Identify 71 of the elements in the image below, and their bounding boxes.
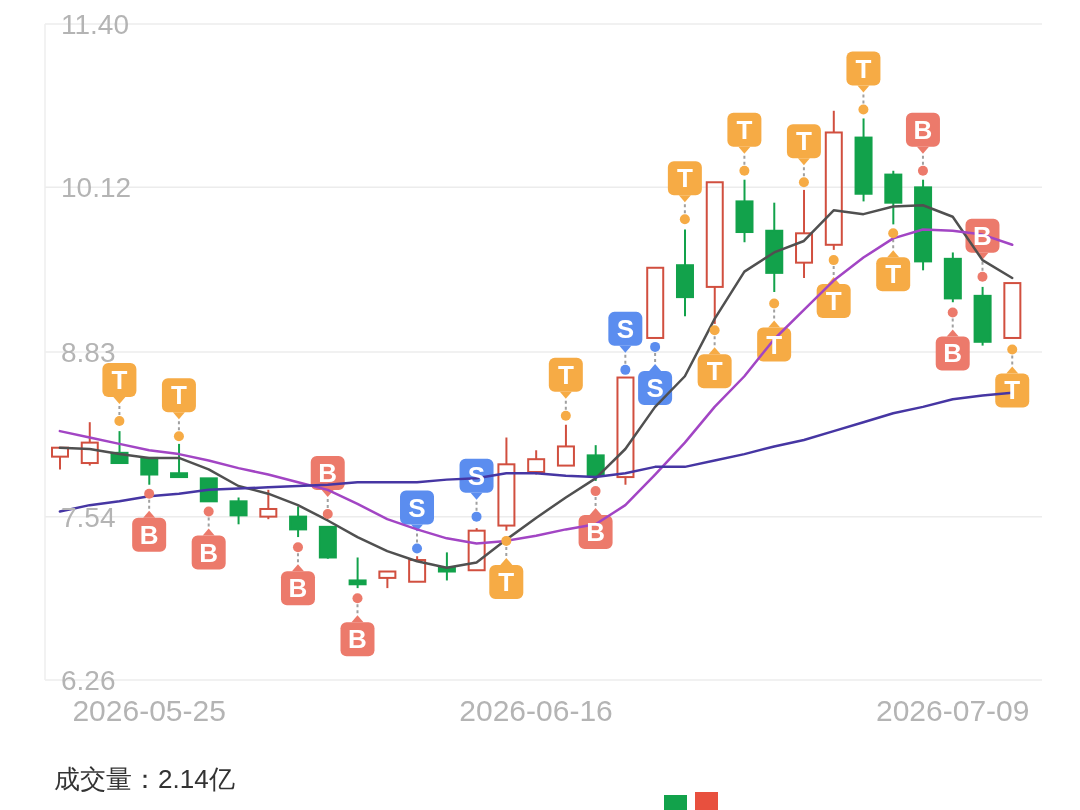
- data-label: T: [498, 566, 515, 597]
- data-label: T: [1004, 375, 1021, 406]
- point: [501, 535, 512, 546]
- x-tick-label: 2026-07-09: [875, 694, 1030, 728]
- data-label: S: [408, 492, 426, 523]
- point: [203, 506, 214, 517]
- data-label: T: [795, 126, 812, 157]
- point: [173, 431, 184, 442]
- point: [144, 488, 155, 499]
- x-tick-label: 2026-06-16: [459, 694, 613, 728]
- point: [1007, 344, 1018, 355]
- point: [709, 325, 720, 336]
- point: [917, 165, 928, 176]
- point: [471, 511, 482, 522]
- candlestick: [765, 201, 784, 294]
- point: [292, 542, 303, 553]
- point: [858, 104, 869, 115]
- data-label: B: [586, 517, 605, 548]
- point: [114, 415, 125, 426]
- data-label: B: [943, 338, 963, 369]
- point: [560, 410, 571, 421]
- data-label: B: [139, 519, 159, 550]
- point: [888, 228, 899, 239]
- data-label: S: [467, 460, 486, 491]
- point: [412, 543, 423, 554]
- candlestick: [705, 181, 724, 325]
- data-label: T: [825, 286, 842, 317]
- point: [739, 165, 750, 176]
- data-label: T: [885, 259, 902, 290]
- point: [828, 255, 839, 266]
- data-label: T: [557, 359, 574, 390]
- y-tick-label: 7.54: [61, 501, 116, 533]
- data-label: B: [318, 458, 338, 489]
- data-label: T: [855, 53, 872, 84]
- y-tick-label: 10.12: [61, 172, 132, 204]
- data-label: S: [616, 313, 635, 344]
- candlestick: [795, 188, 814, 279]
- point: [679, 214, 690, 225]
- point: [947, 307, 958, 318]
- data-label: B: [348, 624, 367, 655]
- y-tick-label: 6.26: [61, 664, 116, 696]
- candlestick: [1003, 282, 1022, 339]
- y-tick-label: 11.40: [61, 8, 129, 40]
- candlestick: [140, 456, 159, 486]
- point: [977, 271, 988, 282]
- point: [769, 298, 780, 309]
- data-label: B: [199, 537, 219, 568]
- candlestick: [170, 442, 189, 479]
- candlestick: [289, 505, 308, 539]
- data-label: B: [288, 573, 308, 604]
- point: [352, 593, 363, 604]
- data-label: T: [170, 380, 187, 411]
- text: 成交量：2.14亿: [54, 763, 235, 796]
- candlestick: [616, 376, 635, 486]
- candlestick: [646, 266, 665, 339]
- x-tick-label: 2026-05-25: [72, 694, 226, 728]
- point: [322, 509, 333, 520]
- point: [650, 341, 661, 352]
- candlestick: [556, 423, 575, 467]
- data-label: S: [646, 372, 664, 403]
- point: [620, 364, 631, 375]
- data-label: T: [676, 163, 693, 194]
- data-label: T: [706, 356, 723, 387]
- point: [798, 177, 809, 188]
- candlestick: [378, 570, 397, 590]
- candlestick: [675, 228, 694, 318]
- candlestick: [735, 178, 754, 244]
- data-label: T: [766, 329, 783, 360]
- data-label: T: [736, 114, 753, 145]
- point: [590, 486, 601, 497]
- data-label: B: [913, 114, 933, 145]
